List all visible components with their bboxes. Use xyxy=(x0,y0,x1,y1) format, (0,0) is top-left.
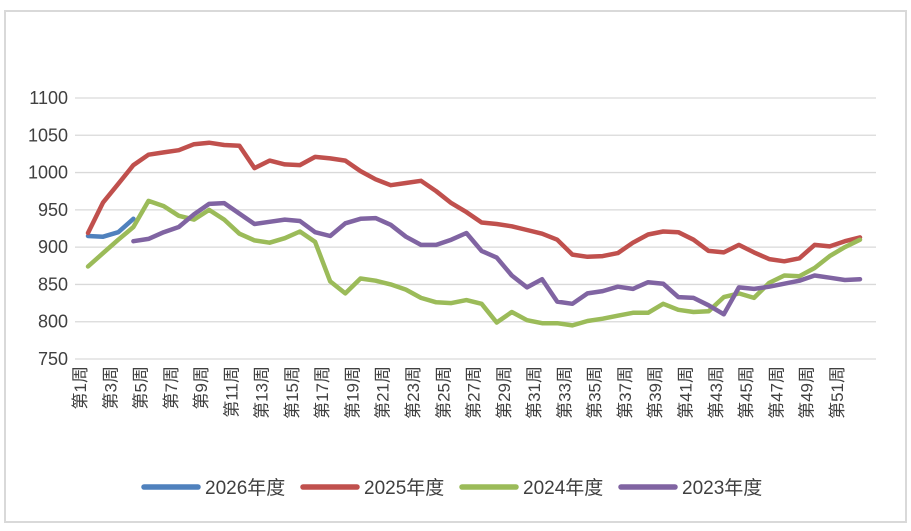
series-lines xyxy=(85,140,863,328)
legend-item: 2023年度 xyxy=(618,477,762,499)
x-tick-label: 第5周 xyxy=(132,366,151,409)
x-tick-label: 第21周 xyxy=(374,366,393,419)
x-tick-label: 第29周 xyxy=(495,366,514,419)
gridlines xyxy=(75,97,876,360)
legend: 2026年度 2025年度 2024年度 2023年度 xyxy=(141,477,762,499)
x-tick-label: 第41周 xyxy=(676,366,695,419)
y-tick-label: 950 xyxy=(38,200,68,220)
x-tick-label: 第15周 xyxy=(283,366,302,419)
x-tick-label: 第27周 xyxy=(465,366,484,419)
series-line-2023年度 xyxy=(131,200,863,317)
legend-item: 2025年度 xyxy=(300,477,444,499)
x-tick-label: 第9周 xyxy=(192,366,211,409)
x-tick-label: 第51周 xyxy=(828,366,847,419)
x-tick-label: 第3周 xyxy=(101,366,120,409)
x-tick-label: 第25周 xyxy=(434,366,453,419)
legend-item: 2026年度 xyxy=(141,477,285,499)
series-line-2024年度 xyxy=(85,198,863,328)
legend-item-label: 2026年度 xyxy=(205,477,285,499)
y-tick-label: 1000 xyxy=(28,163,68,183)
x-tick-label: 第1周 xyxy=(71,366,90,409)
x-tick-label: 第33周 xyxy=(555,366,574,419)
x-tick-label: 第17周 xyxy=(313,366,332,419)
legend-item: 2024年度 xyxy=(459,477,603,499)
x-tick-label: 第37周 xyxy=(616,366,635,419)
y-tick-label: 850 xyxy=(38,274,68,294)
x-tick-label: 第31周 xyxy=(525,366,544,419)
y-tick-label: 800 xyxy=(38,312,68,332)
x-tick-label: 第47周 xyxy=(767,366,786,419)
legend-item-label: 2025年度 xyxy=(364,477,444,499)
x-tick-label: 第19周 xyxy=(343,366,362,419)
y-tick-label: 750 xyxy=(38,349,68,369)
x-tick-label: 第11周 xyxy=(222,366,241,418)
legend-item-label: 2024年度 xyxy=(523,477,603,499)
x-tick-label: 第39周 xyxy=(646,366,665,419)
legend-item-label: 2023年度 xyxy=(682,477,762,499)
x-tick-label: 第43周 xyxy=(707,366,726,419)
series-line-2026年度 xyxy=(85,216,136,239)
x-tick-label: 第35周 xyxy=(586,366,605,419)
series-line-2025年度 xyxy=(85,140,863,264)
y-axis-labels: 750 800 850 900 950 1000 1050 1100 xyxy=(28,88,68,369)
x-axis-labels: 第1周 第3周 第5周 第7周 第9周 第11周 第13周 第15周 第17周 第19周 第21周第… xyxy=(71,366,847,419)
x-tick-label: 第7周 xyxy=(162,366,181,409)
x-tick-label: 第49周 xyxy=(798,366,817,419)
y-tick-label: 900 xyxy=(38,237,68,257)
y-tick-label: 1100 xyxy=(29,88,68,108)
y-tick-label: 1050 xyxy=(28,125,68,145)
x-tick-label: 第13周 xyxy=(253,366,272,419)
x-tick-label: 第23周 xyxy=(404,366,423,419)
x-tick-label: 第45周 xyxy=(737,366,756,419)
